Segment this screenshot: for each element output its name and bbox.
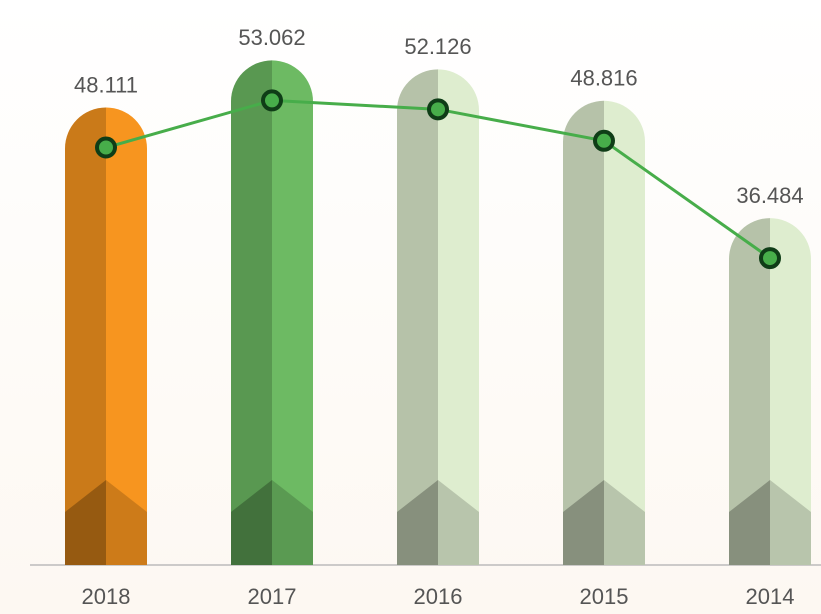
- value-label: 52.126: [404, 34, 471, 59]
- bar: [563, 100, 645, 566]
- bar-shade: [397, 69, 438, 565]
- value-label: 48.111: [74, 72, 138, 97]
- bar-chevron: [65, 480, 147, 565]
- bar-chevron-shade: [65, 480, 106, 565]
- value-label: 48.816: [570, 66, 637, 91]
- bar-chevron-shade: [729, 480, 770, 565]
- bar-chevron: [563, 480, 645, 565]
- bar-shade: [65, 107, 106, 566]
- x-tick-label: 2014: [746, 584, 795, 609]
- x-tick-label: 2015: [580, 584, 629, 609]
- bar-shade: [231, 60, 272, 565]
- value-label: 36.484: [736, 183, 803, 208]
- bar: [65, 107, 147, 566]
- line-marker: [427, 98, 449, 121]
- bar-chevron-shade: [231, 480, 272, 565]
- x-tick-label: 2018: [82, 584, 131, 609]
- bar-chevron-shade: [397, 480, 438, 565]
- x-tick-label: 2017: [248, 584, 297, 609]
- line-marker: [95, 136, 117, 159]
- bar-chevron: [729, 480, 811, 565]
- bar-shade: [563, 100, 604, 566]
- line-marker: [593, 129, 615, 152]
- bar: [231, 60, 313, 565]
- x-tick-label: 2016: [414, 584, 463, 609]
- value-label: 53.062: [238, 25, 305, 50]
- bar: [397, 69, 479, 565]
- bar-chevron: [397, 480, 479, 565]
- line-marker: [759, 247, 781, 270]
- bar-chevron-shade: [563, 480, 604, 565]
- bar: [729, 218, 811, 565]
- bar-shade: [729, 218, 770, 566]
- line-marker: [261, 89, 283, 112]
- bar-chevron: [231, 480, 313, 565]
